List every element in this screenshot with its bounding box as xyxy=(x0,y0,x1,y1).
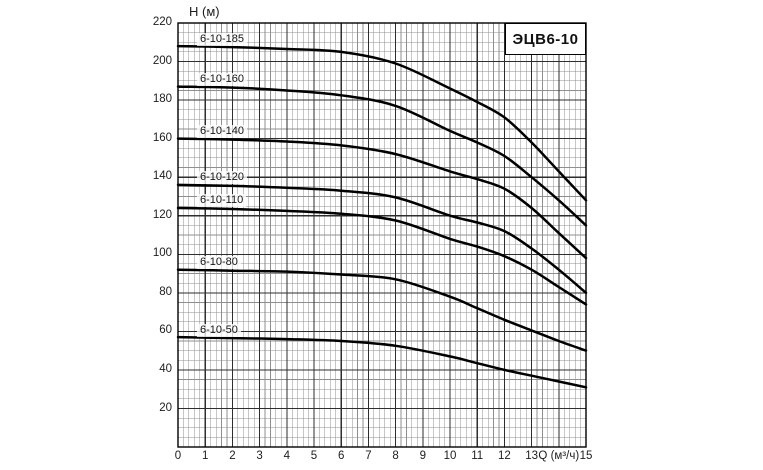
curve-6-10-185 xyxy=(176,44,588,202)
curve-6-10-120 xyxy=(176,183,588,295)
curve-6-10-50 xyxy=(176,335,588,389)
chart-title: ЭЦВ6-10 xyxy=(512,30,579,48)
chart-title-box: ЭЦВ6-10 xyxy=(505,23,586,55)
curve-6-10-160 xyxy=(176,85,588,227)
curve-6-10-80 xyxy=(176,268,588,352)
y-axis-title: Н (м) xyxy=(189,4,220,19)
pump-curves xyxy=(176,44,588,389)
curve-6-10-140 xyxy=(176,137,588,260)
plot-border xyxy=(177,22,587,448)
grid-minor-lines xyxy=(178,23,586,447)
curve-6-10-110 xyxy=(176,206,588,306)
